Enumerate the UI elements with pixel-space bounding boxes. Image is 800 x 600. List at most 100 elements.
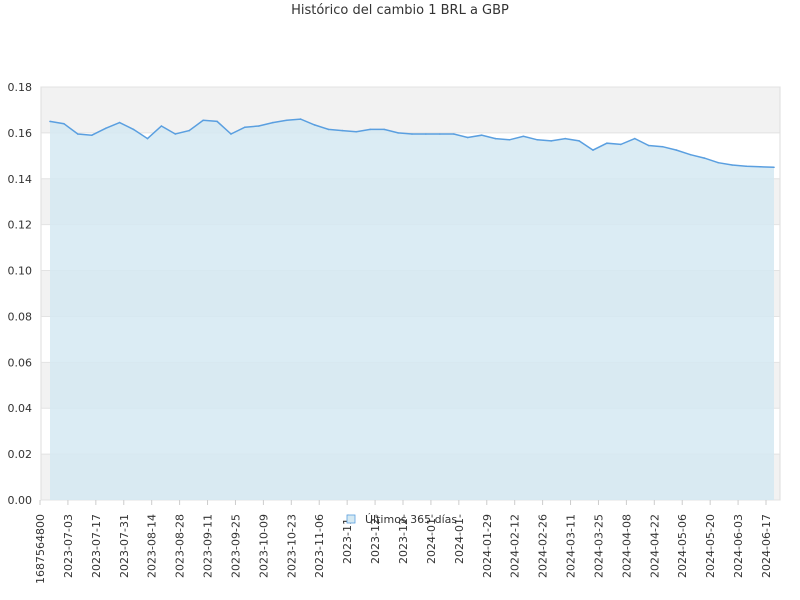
data-point[interactable] [494,137,497,140]
data-point[interactable] [327,128,330,131]
data-point[interactable] [77,133,79,135]
x-tick-label: 2023-11- [341,514,354,564]
data-point[interactable] [160,125,163,127]
data-point[interactable] [620,143,622,146]
data-point[interactable] [313,124,316,126]
x-axis: 1687564800 2023-07-03 2023-07-17 2023-07-31… [34,500,773,584]
data-point[interactable] [536,139,539,141]
data-point[interactable] [731,164,733,166]
y-tick-label: 0.16 [8,127,33,140]
x-tick-label: 2023-12- [397,514,410,564]
data-point[interactable] [369,128,372,131]
x-tick-label: 2024-06-03 [732,514,745,578]
data-point[interactable] [634,137,636,140]
x-tick-label: 2023-09-11 [202,514,215,578]
y-tick-label: 0.00 [8,494,33,507]
legend-swatch[interactable] [346,514,356,524]
data-point[interactable] [564,137,566,140]
data-point[interactable] [63,122,65,125]
y-axis: 0.00 0.02 0.04 0.06 0.08 0.10 0.12 0.14 0.16 0.18 [8,81,33,507]
data-point[interactable] [578,140,580,142]
x-tick-label: 2023-08-14 [146,514,159,578]
data-point[interactable] [661,145,664,148]
data-point[interactable] [606,142,608,144]
data-point[interactable] [592,149,594,151]
x-tick-label: 1687564800 [34,514,47,584]
data-point[interactable] [132,128,135,131]
data-point[interactable] [230,133,232,135]
data-point[interactable] [508,139,511,141]
x-tick-label: 2023-07-17 [90,514,103,578]
x-tick-label: 2023-07-31 [118,514,131,578]
data-point[interactable] [355,130,358,133]
data-point[interactable] [480,134,483,136]
x-tick-label: 2024-05-06 [676,514,689,578]
data-point[interactable] [522,135,525,138]
y-tick-label: 0.12 [8,219,33,232]
line-layer [49,118,775,169]
y-tick-label: 0.18 [8,81,33,94]
series-area [50,119,774,500]
data-point[interactable] [244,126,246,128]
data-point[interactable] [703,157,706,159]
data-point[interactable] [425,133,427,135]
data-point[interactable] [759,166,761,168]
data-point[interactable] [49,120,51,123]
data-point[interactable] [745,165,747,167]
x-tick-label: 2023-07-03 [62,514,75,578]
x-tick-label: 2023-12- [369,514,382,564]
y-tick-label: 0.10 [8,265,33,278]
x-tick-label: 2023-10-09 [257,514,270,578]
x-tick-label: 2024-02-12 [509,514,522,578]
data-point[interactable] [397,132,399,134]
x-tick-label: 2024-04-08 [620,514,633,578]
x-tick-label: 2024-03-25 [592,514,605,578]
y-tick-label: 0.04 [8,402,33,415]
x-tick-label: 2023-11-06 [313,514,326,578]
chart-title: Histórico del cambio 1 BRL a GBP [291,3,509,18]
data-point[interactable] [466,136,469,139]
data-point[interactable] [550,140,552,142]
data-point[interactable] [439,133,441,135]
x-tick-label: 2024-05-20 [704,514,717,578]
y-tick-label: 0.14 [8,173,33,186]
data-point[interactable] [647,144,650,147]
plot-band [41,87,780,133]
data-point[interactable] [118,121,121,124]
legend-label-ultimos-365-dias[interactable]: Últimos 365 días [365,513,457,526]
data-point[interactable] [188,129,190,132]
data-point[interactable] [202,119,204,122]
x-tick-label: 2024-01- [453,514,466,564]
y-tick-label: 0.02 [8,448,33,461]
data-point[interactable] [453,133,455,135]
data-point[interactable] [675,149,678,151]
x-tick-label: 2024-06-17 [760,514,773,578]
x-tick-label: 2024-01-29 [481,514,494,578]
data-point[interactable] [299,118,302,120]
x-tick-label: 2024-03-11 [565,514,578,578]
x-tick-label: 2024-02-26 [537,514,550,578]
x-tick-label: 2024-04-22 [648,514,661,578]
data-point[interactable] [104,127,107,130]
x-tick-label: 2024-01- [425,514,438,564]
data-point[interactable] [411,133,413,135]
data-point[interactable] [689,153,692,156]
data-point[interactable] [383,128,386,131]
y-tick-label: 0.08 [8,310,33,323]
y-tick-label: 0.06 [8,356,33,369]
area-layer [50,119,774,500]
data-point[interactable] [773,166,775,169]
legend[interactable]: Últimos 365 días [346,513,457,526]
data-point[interactable] [341,129,344,132]
data-point[interactable] [717,161,720,164]
data-point[interactable] [272,121,274,124]
data-point[interactable] [258,125,260,127]
x-tick-label: 2023-08-28 [174,514,187,578]
data-point[interactable] [216,120,218,123]
x-tick-label: 2023-09-25 [229,514,242,578]
data-point[interactable] [91,134,93,136]
data-point[interactable] [146,137,149,140]
data-point[interactable] [285,119,288,122]
data-point[interactable] [174,133,177,135]
